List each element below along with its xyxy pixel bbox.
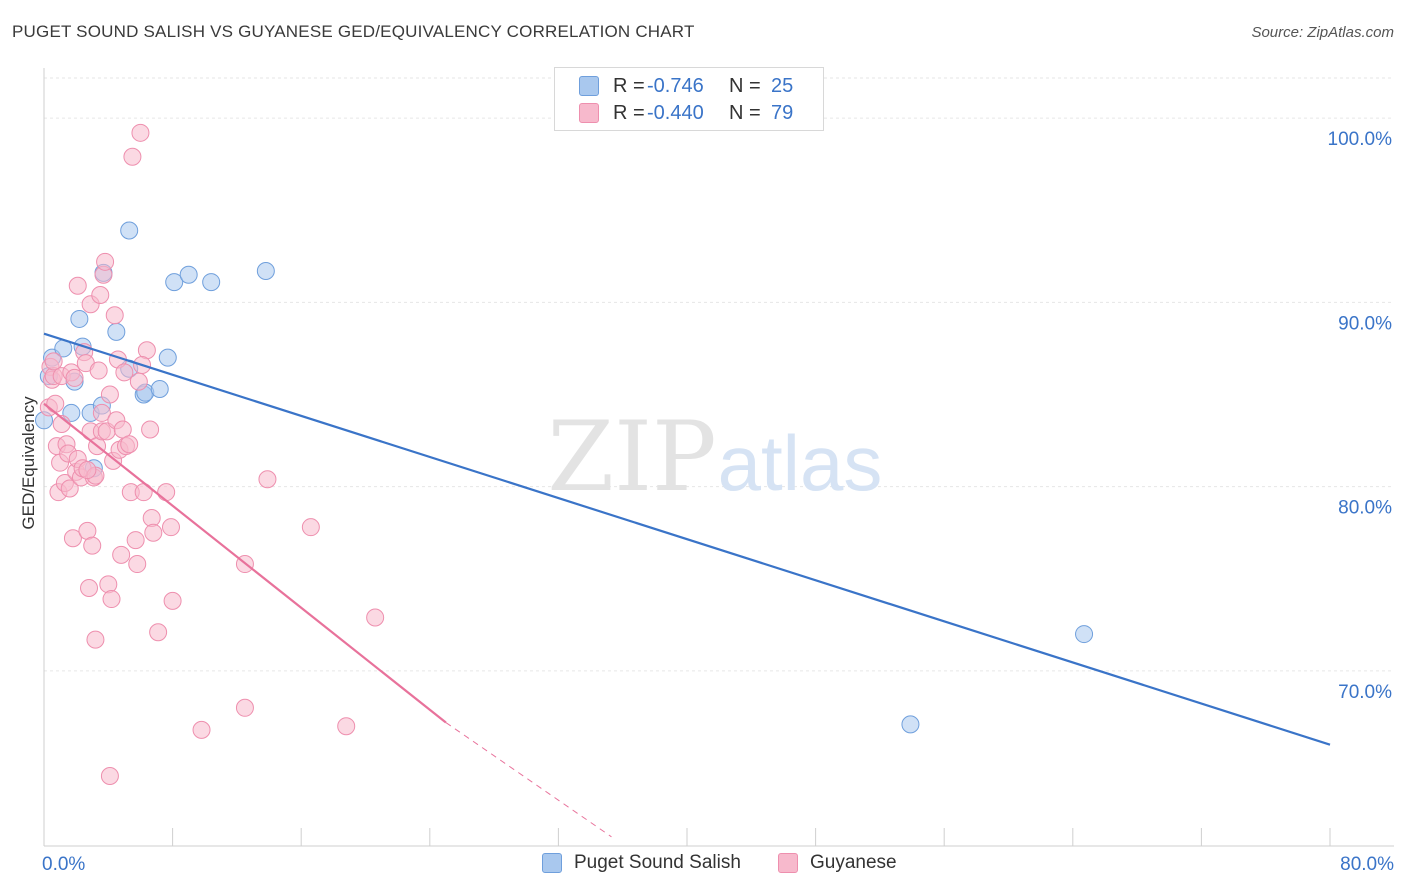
r-value: -0.746	[647, 74, 704, 97]
y-tick-label: 70.0%	[1338, 682, 1392, 703]
data-point	[192, 720, 211, 739]
y-tick-label: 100.0%	[1328, 129, 1393, 150]
data-point	[337, 717, 356, 736]
x-tick-labels: 0.0% 80.0%	[42, 854, 1394, 875]
correlation-legend: R = -0.746 N = 25 R = -0.440 N = 79	[554, 67, 824, 131]
data-point	[60, 479, 79, 498]
r-value: -0.440	[647, 101, 704, 124]
data-point	[70, 309, 89, 328]
data-point	[131, 123, 150, 142]
data-point	[63, 529, 82, 548]
data-point	[105, 306, 124, 325]
data-point	[163, 591, 182, 610]
data-point	[91, 285, 110, 304]
data-point	[99, 575, 118, 594]
legend-swatch-pink	[778, 853, 798, 873]
data-point	[158, 348, 177, 367]
r-label: R =	[613, 74, 645, 97]
data-point	[149, 623, 168, 642]
data-point	[80, 579, 99, 597]
data-point	[115, 363, 134, 382]
legend-label: Guyanese	[810, 852, 897, 873]
n-value: 79	[771, 101, 794, 124]
axes	[43, 68, 1394, 847]
watermark: ZIP atlas	[547, 401, 882, 513]
data-point	[100, 766, 119, 785]
data-point	[102, 590, 121, 609]
data-point	[86, 630, 105, 649]
y-tick-label: 90.0%	[1338, 313, 1392, 334]
y-tick-labels: 70.0% 80.0% 90.0% 100.0%	[1328, 129, 1393, 703]
y-tick-label: 80.0%	[1338, 498, 1392, 519]
data-point	[126, 531, 145, 550]
data-point	[68, 276, 87, 295]
data-point	[78, 461, 97, 480]
data-point	[128, 555, 147, 574]
data-point	[107, 322, 126, 341]
trend-line	[43, 402, 447, 724]
n-label: N =	[729, 101, 761, 124]
data-point	[258, 470, 277, 489]
data-point	[901, 715, 920, 734]
x-tick-label-min: 0.0%	[42, 854, 85, 875]
data-point	[120, 435, 139, 454]
data-point	[120, 221, 139, 240]
data-point	[83, 536, 102, 555]
data-point	[123, 147, 142, 166]
data-point	[89, 361, 108, 380]
legend-swatch-pink	[579, 103, 599, 123]
series-guyanese-points	[39, 123, 385, 785]
chart-title: PUGET SOUND SALISH VS GUYANESE GED/EQUIV…	[12, 22, 695, 41]
legend-row-guyanese: R = -0.440 N = 79	[579, 100, 793, 126]
n-value: 25	[771, 74, 794, 97]
legend-label: Puget Sound Salish	[574, 852, 741, 873]
data-point	[256, 262, 275, 281]
data-point	[366, 608, 385, 627]
y-axis-label: GED/Equivalency	[19, 396, 38, 530]
data-point	[150, 379, 169, 398]
data-point	[165, 273, 184, 292]
watermark-zip: ZIP	[547, 401, 716, 513]
data-point	[100, 385, 119, 404]
trend-line	[43, 332, 1331, 746]
data-point	[161, 518, 180, 537]
data-point	[92, 403, 111, 422]
watermark-atlas: atlas	[718, 419, 883, 507]
series-legend: Puget Sound Salish Guyanese	[0, 852, 1406, 878]
data-point	[96, 252, 115, 271]
legend-swatch-blue	[542, 853, 562, 873]
data-point	[179, 265, 198, 284]
data-point	[235, 698, 254, 717]
data-point	[144, 523, 163, 542]
data-point	[141, 420, 160, 439]
data-point	[129, 372, 148, 391]
data-point	[157, 483, 176, 502]
data-point	[202, 273, 221, 292]
legend-swatch-blue	[579, 76, 599, 96]
data-point	[301, 518, 320, 537]
data-point	[112, 545, 131, 564]
source-label: Source: ZipAtlas.com	[1251, 24, 1394, 41]
legend-item-guyanese[interactable]: Guyanese	[778, 852, 897, 874]
data-point	[1075, 625, 1094, 644]
data-point	[46, 394, 65, 413]
data-point	[44, 352, 63, 371]
data-point	[65, 368, 84, 387]
n-label: N =	[729, 74, 761, 97]
legend-item-puget-sound-salish[interactable]: Puget Sound Salish	[542, 852, 741, 874]
legend-row-puget-sound-salish: R = -0.746 N = 25	[579, 73, 793, 99]
grid-lines	[44, 77, 1394, 672]
trend-lines	[43, 332, 1331, 838]
r-label: R =	[613, 101, 645, 124]
trend-line-extension	[445, 722, 612, 838]
x-tick-label-max: 80.0%	[1340, 854, 1394, 875]
